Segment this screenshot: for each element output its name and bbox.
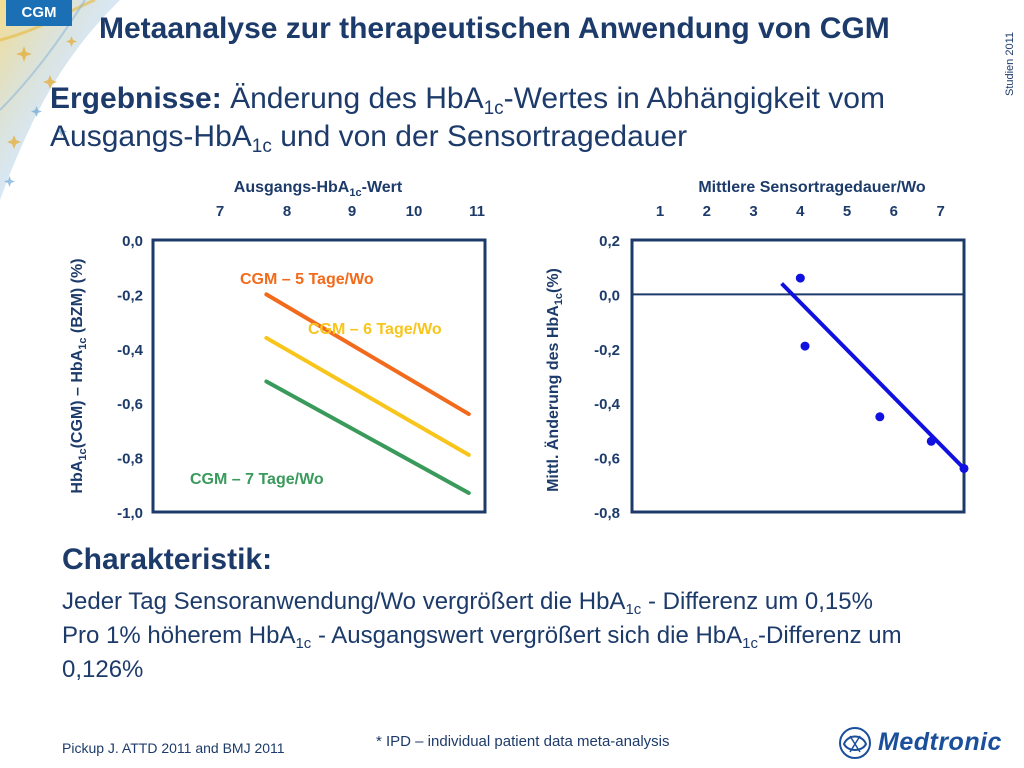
- slide-title: Metaanalyse zur therapeutischen Anwendun…: [99, 12, 890, 45]
- chart2-x-tick: 6: [890, 203, 898, 220]
- chart1-label-5days: CGM – 5 Tage/Wo: [240, 271, 374, 288]
- chart1-x-tick: 8: [283, 203, 291, 220]
- chart1-y-tick: -0,4: [117, 342, 144, 359]
- chart2-data-point: [795, 273, 805, 283]
- source-citation: Pickup J. ATTD 2011 and BMJ 2011: [62, 740, 285, 756]
- slide-subtitle: Ergebnisse: Änderung des HbA1c-Wertes in…: [50, 80, 980, 156]
- body-text-1b: - Differenz um 0,15%: [641, 588, 873, 615]
- chart1-x-tick: 10: [406, 203, 423, 220]
- subtitle-sub-2: 1c: [251, 136, 272, 157]
- chart1-label-6days: CGM – 6 Tage/Wo: [308, 321, 442, 338]
- chart2-y-tick: 0,0: [599, 287, 620, 304]
- body-sub-1: 1c: [625, 601, 642, 618]
- chart2-x-tick: 3: [749, 203, 757, 220]
- subtitle-sub-1: 1c: [483, 98, 504, 119]
- chart1-label-7days: CGM – 7 Tage/Wo: [190, 471, 324, 488]
- chart1-y-tick: -1,0: [117, 505, 143, 522]
- charts-area: Ausgangs-HbA1c-Wert 7 8 9 10 11 0,0 -0,2 -0,4 -…: [69, 179, 969, 522]
- body-text-2a: Pro 1% höherem HbA: [62, 622, 296, 649]
- chart2-x-tick: 1: [656, 203, 664, 220]
- chart2-x-title: Mittlere Sensortragedauer/Wo: [698, 179, 926, 196]
- chart1-x-title: Ausgangs-HbA1c-Wert: [234, 179, 403, 199]
- characteristic-heading: Charakteristik:: [62, 543, 273, 576]
- chart-hba1c-baseline: Ausgangs-HbA1c-Wert 7 8 9 10 11 0,0 -0,2 -0,4 -…: [69, 179, 487, 522]
- footnote-ipd: * IPD – individual patient data meta-ana…: [376, 733, 670, 750]
- body-text-2c: -Differenz um 0,126%: [62, 622, 902, 683]
- chart2-x-tick: 5: [843, 203, 851, 220]
- chart1-y-tick: -0,8: [117, 451, 143, 468]
- chart2-x-tick: 4: [796, 203, 805, 220]
- chart2-series: [780, 273, 969, 473]
- chart1-x-ticks: 7 8 9 10 11: [216, 203, 485, 220]
- chart2-x-tick: 2: [703, 203, 711, 220]
- chart2-y-tick: -0,6: [594, 451, 620, 468]
- chart2-trend-line: [780, 282, 966, 470]
- chart1-y-tick: -0,2: [117, 287, 143, 304]
- chart1-series-line: [264, 379, 471, 495]
- chart2-x-ticks: 1 2 3 4 5 6 7: [656, 203, 945, 220]
- chart1-series: [264, 292, 471, 495]
- subtitle-text-1: Änderung des HbA: [221, 82, 484, 115]
- chart1-x-tick: 7: [216, 203, 224, 220]
- body-sub-2: 1c: [295, 635, 312, 652]
- chart2-y-ticks: 0,2 0,0 -0,2 -0,4 -0,6 -0,8: [594, 233, 621, 522]
- subtitle-text-3: und von der Sensortragedauer: [271, 120, 688, 153]
- subtitle-text-2: -Wertes in Abhängigkeit vom Ausgangs-HbA: [50, 82, 885, 153]
- chart2-y-tick: -0,8: [594, 505, 620, 522]
- chart2-data-point: [959, 463, 969, 473]
- chart2-data-point: [926, 436, 936, 446]
- chart1-y-ticks: 0,0 -0,2 -0,4 -0,6 -0,8 -1,0: [117, 233, 144, 522]
- medtronic-logo-icon: [839, 727, 871, 759]
- chart2-y-tick: -0,2: [594, 342, 620, 359]
- chart1-y-tick: -0,6: [117, 396, 143, 413]
- chart2-y-title: Mittl. Änderung des HbA1c(%): [544, 268, 565, 492]
- chart1-x-tick: 9: [348, 203, 356, 220]
- body-text-2b: - Ausgangswert vergrößert sich die HbA: [311, 622, 743, 649]
- chart1-series-line: [264, 292, 471, 417]
- chart1-series-line: [264, 335, 471, 457]
- chart2-y-tick: -0,4: [594, 396, 621, 413]
- body-sub-3: 1c: [742, 635, 758, 652]
- chart1-y-tick: 0,0: [122, 233, 143, 250]
- chart1-x-tick: 11: [469, 203, 485, 220]
- chart2-data-point: [800, 341, 810, 351]
- subtitle-lead: Ergebnisse:: [50, 82, 222, 115]
- topic-tab: CGM: [6, 0, 72, 26]
- chart1-y-title: HbA1c(CGM) – HbA1c (BZM) (%): [69, 258, 89, 493]
- medtronic-logo-text: Medtronic: [878, 728, 1002, 756]
- chart2-data-point: [875, 412, 885, 422]
- body-text-1a: Jeder Tag Sensoranwendung/Wo vergrößert …: [62, 588, 626, 615]
- chart2-plot-frame: [630, 238, 966, 514]
- chart2-x-tick: 7: [936, 203, 944, 220]
- characteristic-text: Jeder Tag Sensoranwendung/Wo vergrößert …: [62, 585, 962, 687]
- chart2-y-tick: 0,2: [599, 233, 620, 250]
- chart-wear-duration: Mittlere Sensortragedauer/Wo 1 2 3 4 5 6 7 0,2…: [544, 179, 969, 522]
- chart1-plot-frame: [151, 238, 487, 514]
